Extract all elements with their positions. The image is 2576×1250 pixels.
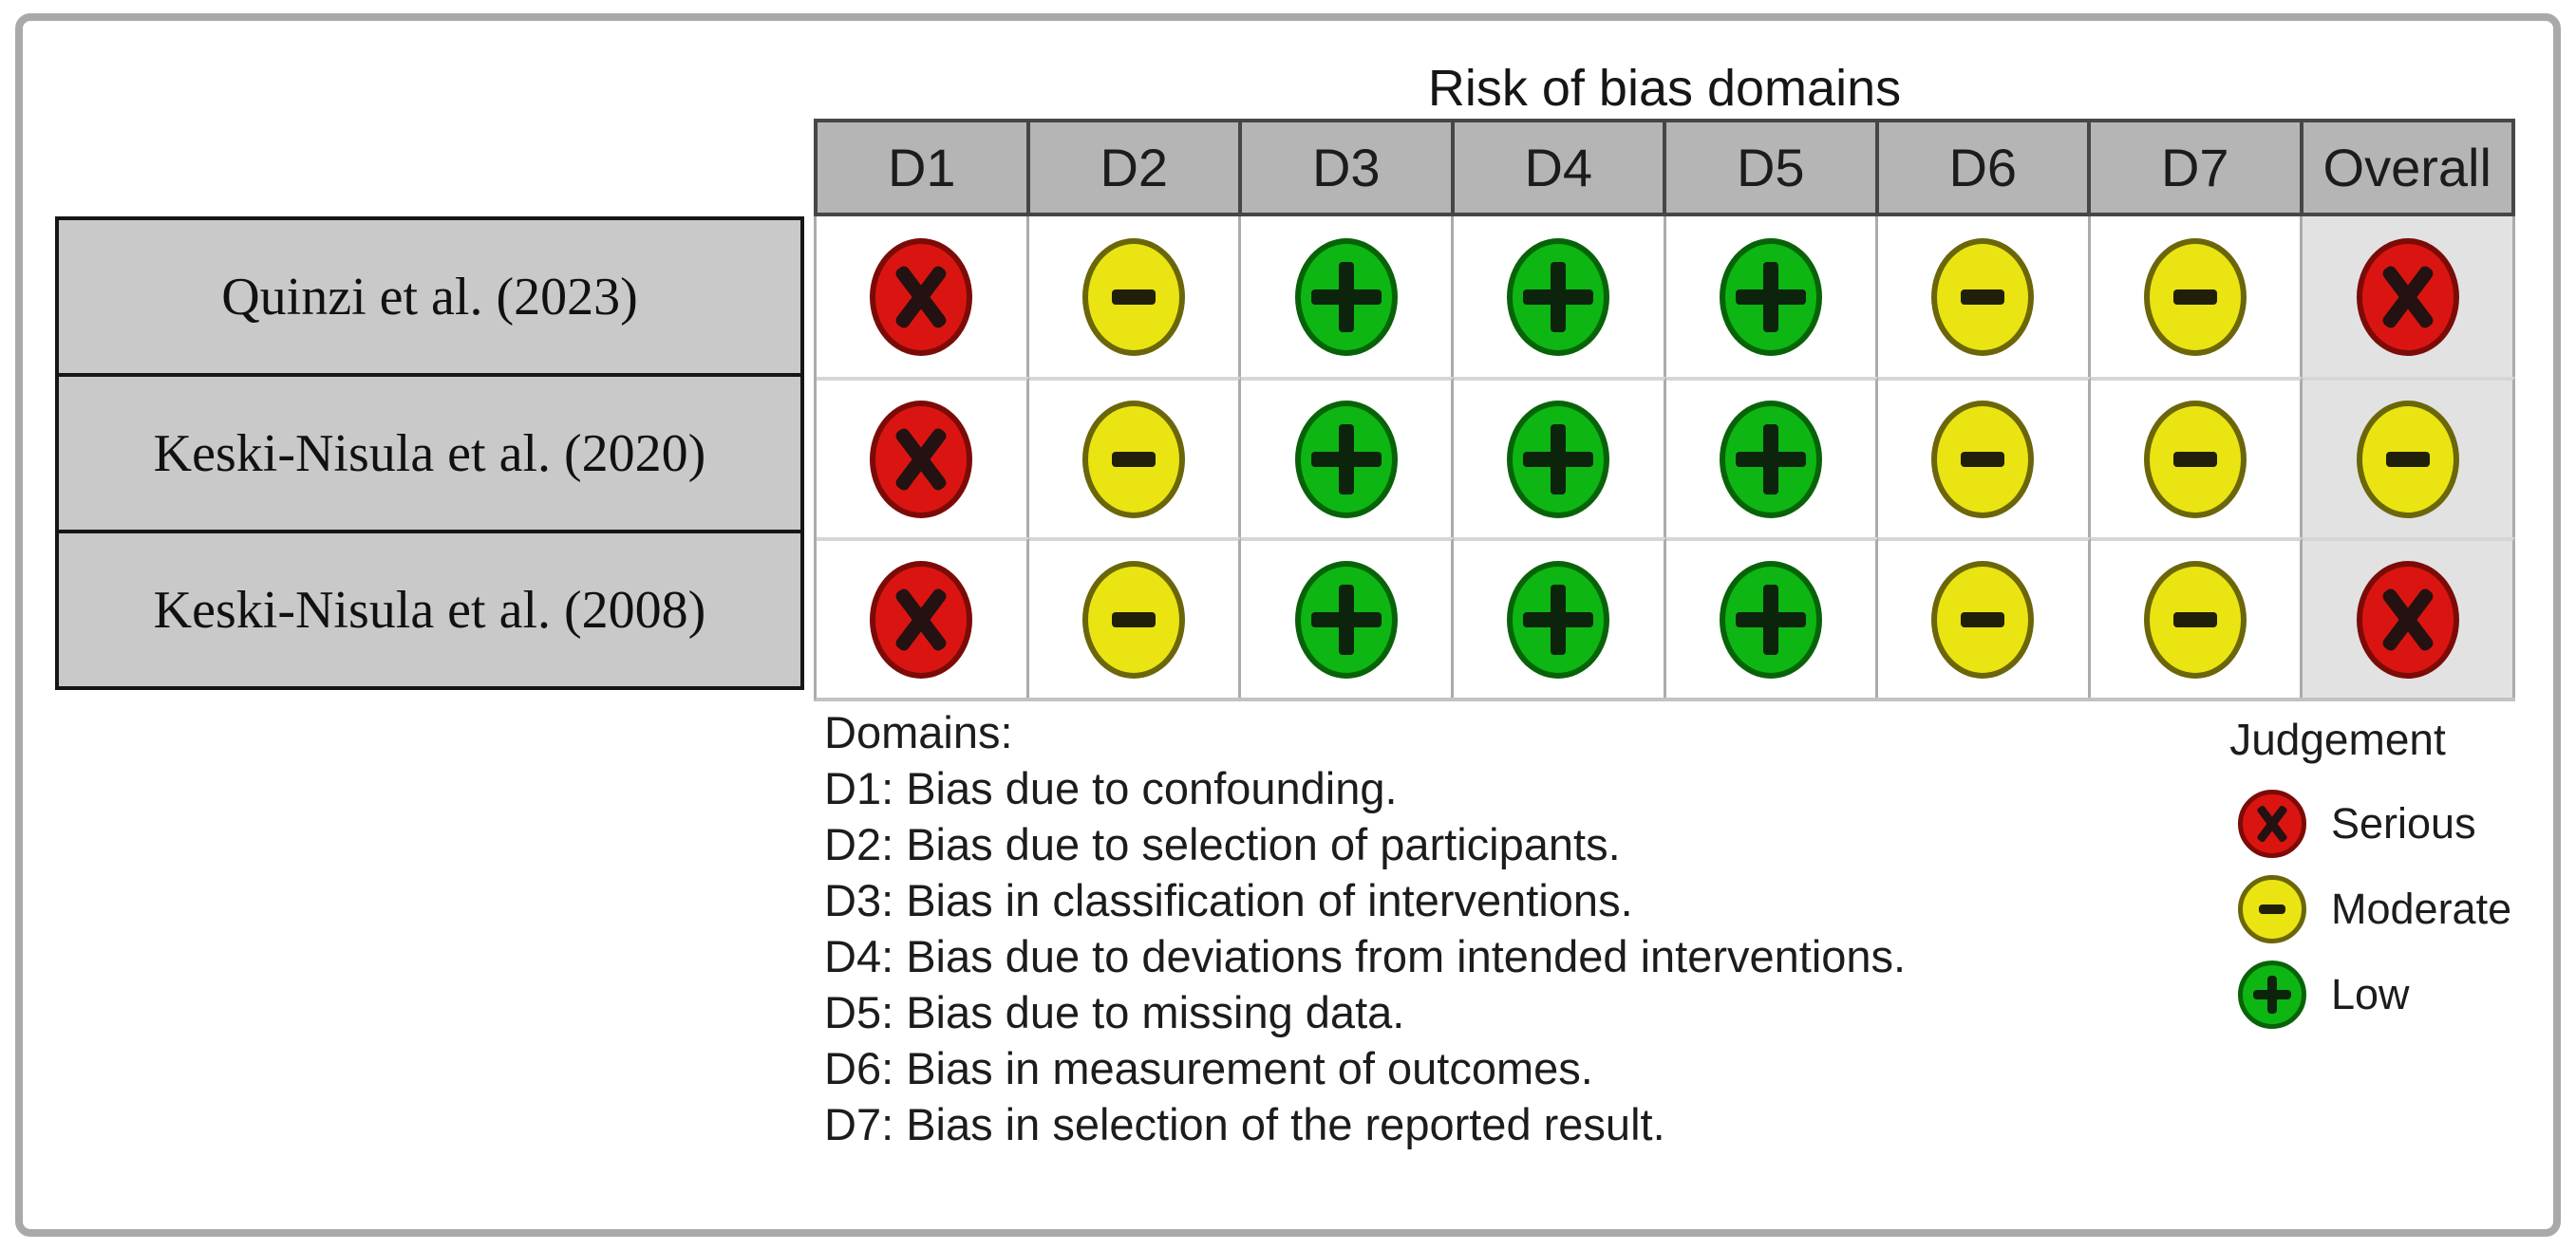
- domain-definition: D1: Bias due to confounding.: [824, 763, 1398, 813]
- judgement-cell: [1878, 377, 2091, 537]
- judgement-moderate-icon: [2144, 237, 2247, 356]
- judgement-cell: [2303, 377, 2515, 537]
- judgement-low-icon: [1294, 560, 1398, 679]
- judgement-low-icon: [1719, 237, 1822, 356]
- domains-legend-heading: Domains:: [824, 707, 1013, 757]
- legend-moderate-icon: [2238, 875, 2306, 943]
- column-header-d6: D6: [1878, 119, 2091, 216]
- judgement-cell: [817, 537, 1029, 698]
- judgement-cell: [2090, 377, 2303, 537]
- judgement-serious-icon: [870, 237, 973, 356]
- judgement-moderate-icon: [1081, 560, 1185, 679]
- judgement-low-icon: [1507, 560, 1610, 679]
- judgement-legend-title: Judgement: [2229, 715, 2446, 764]
- column-header-d7: D7: [2091, 119, 2303, 216]
- judgement-legend-label: Moderate: [2331, 885, 2512, 933]
- study-label: Keski-Nisula et al. (2008): [55, 530, 804, 690]
- judgement-cell: [1878, 537, 2091, 698]
- judgement-low-icon: [1507, 400, 1610, 518]
- column-header-d3: D3: [1242, 119, 1455, 216]
- judgement-cell: [1453, 216, 1666, 377]
- judgement-cell: [1665, 377, 1879, 537]
- judgement-moderate-icon: [1931, 400, 2035, 518]
- column-header-d1: D1: [814, 119, 1030, 216]
- judgement-low-icon: [1719, 560, 1822, 679]
- judgement-legend: Serious Moderate Low: [2238, 781, 2511, 1037]
- judgement-cell: [1028, 537, 1242, 698]
- judgement-moderate-icon: [1081, 237, 1185, 356]
- judgement-cell: [2090, 537, 2303, 698]
- judgement-cell: [817, 377, 1029, 537]
- judgement-serious-icon: [870, 400, 973, 518]
- judgement-grid: [814, 216, 2515, 701]
- judgement-cell: [2303, 537, 2515, 698]
- judgement-cell: [2090, 216, 2303, 377]
- judgement-moderate-icon: [1931, 237, 2035, 356]
- study-label: Keski-Nisula et al. (2020): [55, 373, 804, 533]
- judgement-cell: [1453, 537, 1666, 698]
- judgement-moderate-icon: [1931, 560, 2035, 679]
- domain-definition: D4: Bias due to deviations from intended…: [824, 931, 1907, 981]
- judgement-cell: [1453, 377, 1666, 537]
- judgement-moderate-icon: [1081, 400, 1185, 518]
- judgement-serious-icon: [2356, 237, 2459, 356]
- legend-serious-icon: [2238, 790, 2306, 858]
- judgement-legend-label: Serious: [2331, 799, 2476, 848]
- legend-low-icon: [2238, 961, 2306, 1029]
- judgement-low-icon: [1294, 237, 1398, 356]
- judgement-cell: [1028, 377, 1242, 537]
- judgement-moderate-icon: [2356, 400, 2459, 518]
- judgement-cell: [817, 216, 1029, 377]
- judgement-serious-icon: [870, 560, 973, 679]
- judgement-moderate-icon: [2144, 560, 2247, 679]
- judgement-cell: [1241, 377, 1454, 537]
- judgement-cell: [1878, 216, 2091, 377]
- judgement-cell: [2303, 216, 2515, 377]
- column-header-d2: D2: [1029, 119, 1242, 216]
- judgement-moderate-icon: [2144, 400, 2247, 518]
- judgement-serious-icon: [2356, 560, 2459, 679]
- domain-definition: D3: Bias in classification of interventi…: [824, 875, 1633, 925]
- judgement-cell: [1665, 537, 1879, 698]
- judgement-legend-item: Low: [2238, 952, 2511, 1037]
- judgement-legend-label: Low: [2331, 970, 2410, 1018]
- judgement-legend-item: Moderate: [2238, 867, 2511, 952]
- judgement-cell: [1665, 216, 1879, 377]
- figure-title: Risk of bias domains: [1427, 60, 1902, 117]
- domain-definition: D2: Bias due to selection of participant…: [824, 819, 1621, 869]
- study-label: Quinzi et al. (2023): [55, 216, 804, 377]
- judgement-low-icon: [1719, 400, 1822, 518]
- header-row: D1 D2 D3 D4 D5 D6 D7 Overall: [814, 119, 2515, 216]
- domain-definition: D7: Bias in selection of the reported re…: [824, 1099, 1665, 1149]
- judgement-low-icon: [1507, 237, 1610, 356]
- column-header-overall: Overall: [2303, 119, 2515, 216]
- domains-legend: Domains: D1: Bias due to confounding. D2: …: [824, 704, 1906, 1152]
- judgement-low-icon: [1294, 400, 1398, 518]
- judgement-cell: [1241, 216, 1454, 377]
- study-label-column: Quinzi et al. (2023) Keski-Nisula et al. …: [55, 216, 804, 690]
- column-header-d4: D4: [1454, 119, 1666, 216]
- judgement-cell: [1241, 537, 1454, 698]
- domain-definition: D6: Bias in measurement of outcomes.: [824, 1043, 1593, 1093]
- judgement-cell: [1028, 216, 1242, 377]
- judgement-legend-item: Serious: [2238, 781, 2511, 867]
- domain-definition: D5: Bias due to missing data.: [824, 987, 1405, 1037]
- column-header-d5: D5: [1666, 119, 1879, 216]
